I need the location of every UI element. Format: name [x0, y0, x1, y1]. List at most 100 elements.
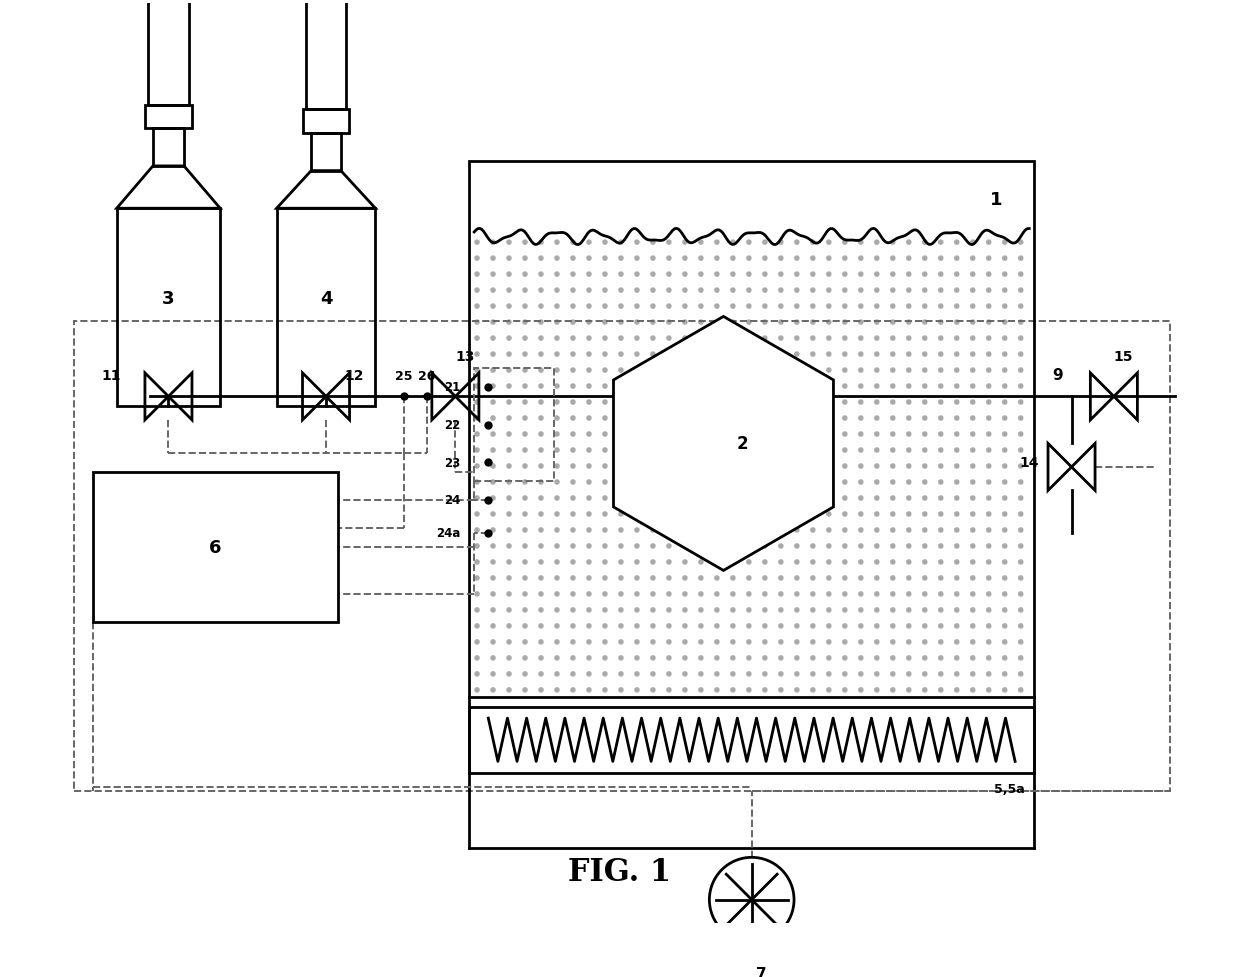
Bar: [470, 707, 1034, 773]
Circle shape: [714, 624, 719, 628]
Circle shape: [491, 305, 495, 309]
Circle shape: [667, 385, 671, 389]
Circle shape: [827, 289, 831, 293]
Circle shape: [859, 433, 863, 437]
Circle shape: [491, 609, 495, 613]
Circle shape: [491, 337, 495, 341]
Circle shape: [955, 289, 959, 293]
Circle shape: [939, 512, 942, 517]
Circle shape: [603, 560, 608, 565]
Circle shape: [874, 305, 879, 309]
Circle shape: [939, 496, 942, 500]
Circle shape: [667, 401, 671, 404]
Circle shape: [939, 416, 942, 421]
Circle shape: [746, 624, 751, 628]
Circle shape: [507, 368, 511, 373]
Circle shape: [619, 529, 622, 532]
Circle shape: [795, 401, 799, 404]
Circle shape: [859, 257, 863, 261]
Circle shape: [570, 592, 575, 596]
Circle shape: [475, 672, 479, 676]
Circle shape: [619, 640, 622, 644]
Circle shape: [475, 448, 479, 452]
Circle shape: [523, 544, 527, 548]
Circle shape: [556, 320, 559, 324]
Bar: [153, 129, 184, 167]
Circle shape: [507, 529, 511, 532]
Circle shape: [730, 464, 735, 469]
Circle shape: [1019, 672, 1023, 676]
Circle shape: [779, 672, 782, 676]
Circle shape: [906, 672, 911, 676]
Circle shape: [827, 337, 831, 341]
Circle shape: [570, 481, 575, 485]
Circle shape: [906, 385, 911, 389]
Circle shape: [523, 672, 527, 676]
Circle shape: [475, 624, 479, 628]
Circle shape: [874, 640, 879, 644]
Circle shape: [651, 609, 655, 613]
Circle shape: [1003, 609, 1007, 613]
Circle shape: [795, 273, 799, 276]
Circle shape: [811, 257, 815, 261]
Circle shape: [570, 672, 575, 676]
Circle shape: [763, 240, 766, 245]
Circle shape: [523, 481, 527, 485]
Circle shape: [906, 416, 911, 421]
Circle shape: [683, 560, 687, 565]
Text: 9: 9: [1053, 368, 1064, 383]
Circle shape: [667, 609, 671, 613]
Circle shape: [539, 353, 543, 357]
Circle shape: [987, 353, 991, 357]
Circle shape: [987, 512, 991, 517]
Circle shape: [475, 464, 479, 469]
Circle shape: [955, 657, 959, 660]
Circle shape: [523, 257, 527, 261]
Circle shape: [779, 289, 782, 293]
Circle shape: [651, 448, 655, 452]
Circle shape: [570, 257, 575, 261]
Circle shape: [523, 273, 527, 276]
Circle shape: [651, 305, 655, 309]
Circle shape: [763, 368, 766, 373]
Circle shape: [539, 464, 543, 469]
Circle shape: [635, 496, 639, 500]
Circle shape: [746, 320, 751, 324]
Circle shape: [955, 320, 959, 324]
Circle shape: [587, 609, 591, 613]
Circle shape: [539, 385, 543, 389]
Circle shape: [987, 576, 991, 580]
Circle shape: [699, 560, 703, 565]
Circle shape: [827, 257, 831, 261]
Circle shape: [667, 576, 671, 580]
Circle shape: [714, 368, 719, 373]
Circle shape: [619, 688, 622, 693]
Circle shape: [1003, 305, 1007, 309]
Circle shape: [699, 240, 703, 245]
Circle shape: [651, 320, 655, 324]
Circle shape: [827, 353, 831, 357]
Circle shape: [619, 433, 622, 437]
Circle shape: [939, 305, 942, 309]
Circle shape: [939, 353, 942, 357]
Circle shape: [843, 544, 847, 548]
Circle shape: [1003, 257, 1007, 261]
Circle shape: [746, 657, 751, 660]
Circle shape: [906, 289, 911, 293]
Text: 2: 2: [737, 435, 748, 453]
Circle shape: [795, 416, 799, 421]
Circle shape: [779, 592, 782, 596]
Circle shape: [779, 481, 782, 485]
Circle shape: [507, 433, 511, 437]
Circle shape: [890, 640, 895, 644]
Circle shape: [619, 544, 622, 548]
Circle shape: [587, 240, 591, 245]
Circle shape: [699, 433, 703, 437]
Circle shape: [890, 305, 895, 309]
Circle shape: [890, 672, 895, 676]
Circle shape: [587, 496, 591, 500]
Circle shape: [1003, 289, 1007, 293]
Circle shape: [795, 592, 799, 596]
Circle shape: [874, 240, 879, 245]
Circle shape: [1003, 688, 1007, 693]
